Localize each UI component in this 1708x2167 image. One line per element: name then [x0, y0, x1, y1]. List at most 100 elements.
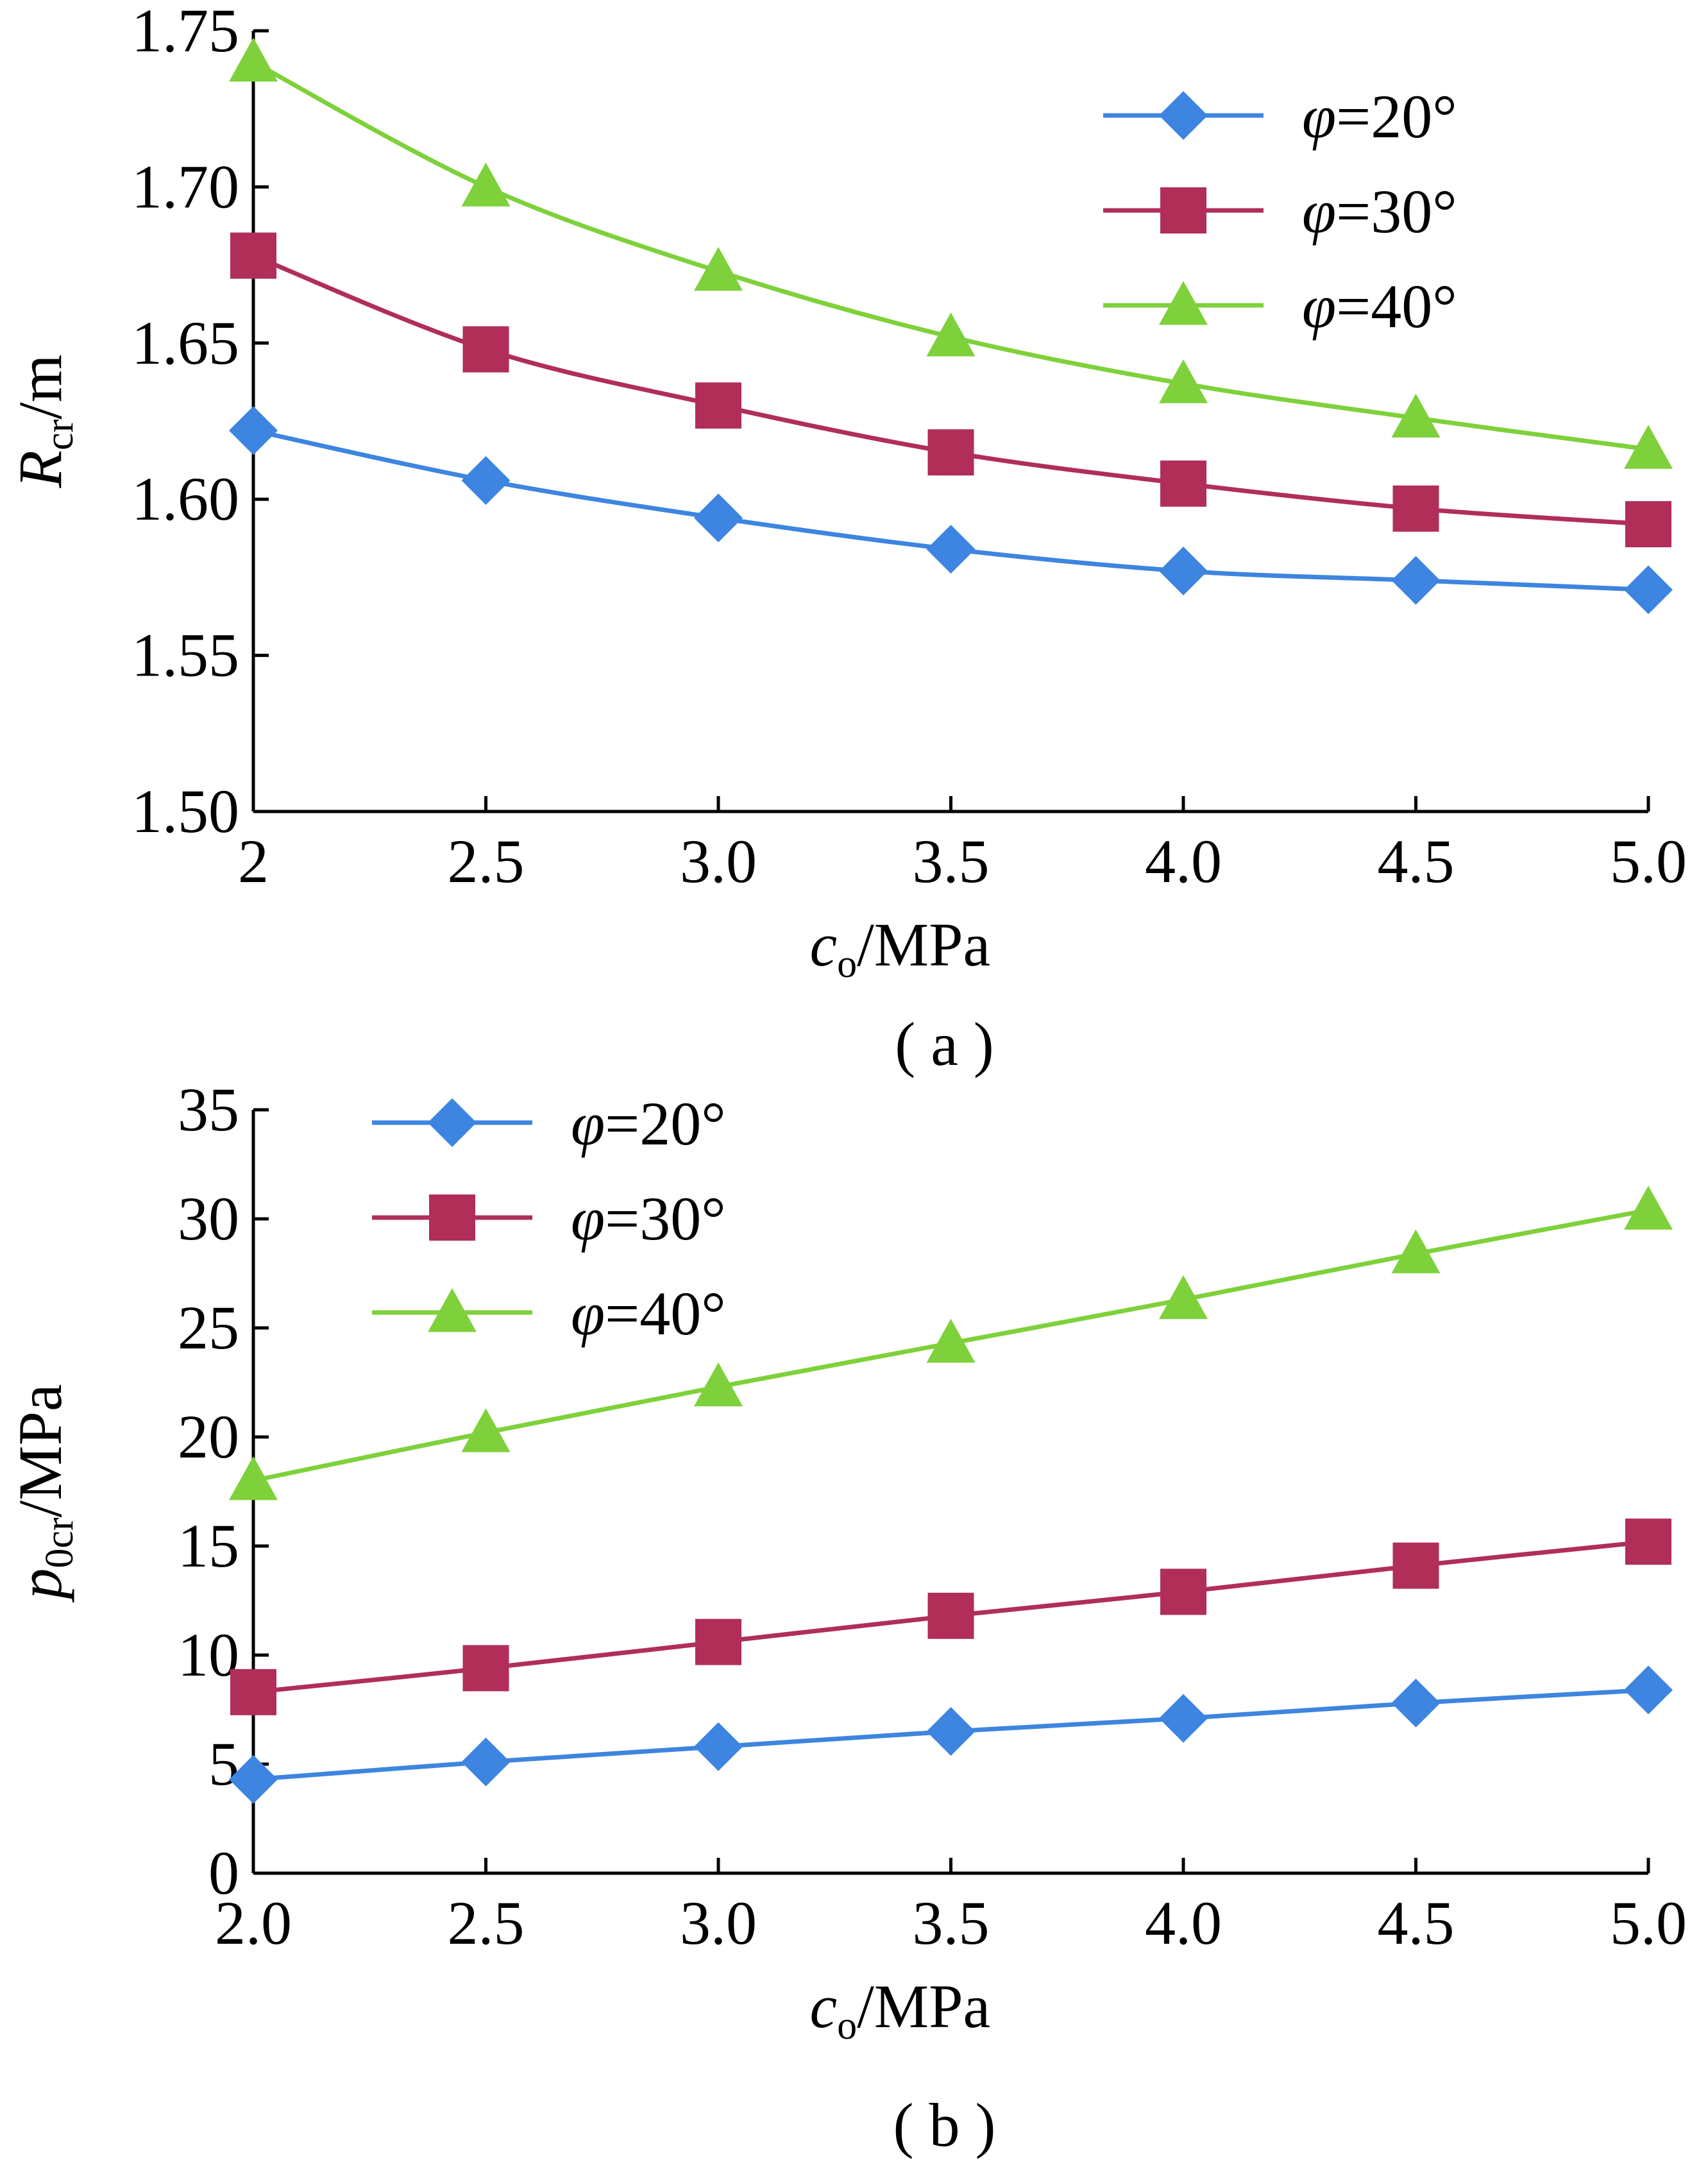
y-tick-label: 30 — [178, 1184, 239, 1253]
x-tick-label: 2 — [238, 827, 269, 896]
data-point-square — [462, 326, 509, 373]
legend-entry: φ=20° — [1103, 82, 1457, 151]
series-square — [230, 232, 1671, 548]
y-tick-label: 1.65 — [131, 309, 239, 377]
x-axis-label-sub: o — [837, 942, 857, 986]
data-point-diamond — [694, 1722, 743, 1771]
legend-label: φ=20° — [1302, 82, 1457, 151]
data-point-diamond — [926, 525, 976, 574]
legend-label: φ=40° — [571, 1279, 726, 1348]
data-point-diamond — [229, 406, 278, 455]
legend-entry: φ=40° — [372, 1279, 726, 1348]
legend-marker-square — [429, 1194, 475, 1241]
data-point-triangle — [926, 1318, 976, 1363]
data-point-diamond — [1391, 1678, 1441, 1728]
y-tick-label: 15 — [178, 1511, 239, 1580]
data-point-triangle — [1391, 393, 1441, 438]
data-point-diamond — [461, 455, 511, 505]
legend-marker-triangle — [428, 1288, 477, 1332]
x-axis-label-main: c — [810, 1972, 838, 2041]
x-axis-label-unit: /MPa — [857, 1972, 990, 2041]
y-axis-label-sub: cr — [38, 419, 81, 450]
x-tick-label: 5.0 — [1610, 1889, 1687, 1957]
chart-panel-a: 1.50 1.55 1.60 1.65 1.70 1.75 2 2.5 3.0 3.5 4.0 4.5… — [6, 0, 1687, 1078]
data-point-diamond — [926, 1707, 976, 1756]
data-point-diamond — [694, 493, 743, 543]
y-tick-label: 1.55 — [131, 621, 239, 690]
y-axis-label-main: R — [6, 450, 74, 489]
data-point-diamond — [1159, 1694, 1208, 1743]
y-axis-label-main: p — [6, 1568, 74, 1603]
legend-entry: φ=40° — [1103, 272, 1457, 341]
data-point-square — [695, 1619, 741, 1665]
x-tick-label: 2.0 — [215, 1889, 292, 1957]
data-point-triangle — [926, 312, 976, 357]
y-tick-label: 1.50 — [131, 777, 239, 846]
data-point-square — [927, 429, 974, 476]
x-tick-label: 2.5 — [448, 1889, 525, 1957]
data-point-square — [1160, 460, 1206, 507]
data-point-square — [1625, 501, 1671, 548]
data-point-square — [1625, 1518, 1671, 1565]
data-point-triangle — [694, 246, 743, 291]
data-point-triangle — [1159, 359, 1208, 404]
panel-label: ( b ) — [893, 2091, 996, 2159]
data-point-square — [1392, 485, 1439, 532]
data-point-diamond — [461, 1737, 511, 1787]
data-point-triangle — [1159, 1275, 1208, 1320]
x-tick-label: 3.5 — [913, 1889, 990, 1957]
data-point-diamond — [1159, 547, 1208, 596]
legend-label-value: =20° — [1336, 82, 1457, 151]
y-tick-label: 0 — [208, 1839, 239, 1907]
x-tick-label: 2.5 — [448, 827, 525, 896]
data-point-triangle — [229, 37, 278, 82]
x-tick-label: 3.0 — [680, 1889, 757, 1957]
data-point-triangle — [1624, 1185, 1673, 1230]
legend-label-symbol: φ — [1302, 82, 1336, 151]
y-axis-label-sub: 0cr — [38, 1517, 81, 1568]
legend-marker-diamond — [1159, 91, 1208, 140]
x-axis-label-main: c — [810, 910, 838, 979]
data-point-diamond — [1391, 556, 1441, 605]
y-tick-label: 10 — [178, 1620, 239, 1689]
series-triangle — [229, 1185, 1673, 1500]
legend-label-symbol: φ — [1302, 177, 1336, 246]
legend-label-value: =40° — [605, 1279, 726, 1348]
legend-label: φ=30° — [571, 1184, 726, 1253]
x-tick-label: 3.5 — [913, 827, 990, 896]
data-point-triangle — [461, 162, 511, 207]
y-tick-label: 1.75 — [131, 0, 239, 65]
data-point-square — [230, 232, 276, 279]
legend-label-symbol: φ — [1302, 272, 1336, 341]
legend-entry: φ=30° — [372, 1184, 726, 1253]
y-axis-label-unit: /MPa — [6, 1384, 74, 1517]
data-point-diamond — [1624, 1665, 1673, 1715]
series-diamond — [229, 406, 1673, 615]
legend-label-value: =20° — [605, 1089, 726, 1158]
legend-label: φ=30° — [1302, 177, 1457, 246]
x-tick-label: 4.5 — [1378, 1889, 1455, 1957]
data-point-square — [1160, 1568, 1206, 1615]
legend-label: φ=20° — [571, 1089, 726, 1158]
legend-label-symbol: φ — [571, 1184, 605, 1253]
y-tick-label: 5 — [208, 1729, 239, 1798]
series-triangle — [229, 37, 1673, 469]
y-tick-label: 35 — [178, 1075, 239, 1144]
data-point-square — [927, 1592, 974, 1639]
panel-label: ( a ) — [895, 1010, 994, 1078]
y-tick-label: 20 — [178, 1402, 239, 1471]
y-axis-label: Rcr/m — [6, 354, 81, 488]
legend-marker-triangle — [1159, 281, 1208, 325]
y-axis-label: p0cr/MPa — [6, 1384, 81, 1602]
legend-marker-diamond — [428, 1098, 477, 1147]
y-axis-label-unit: /m — [6, 354, 74, 419]
y-tick-label: 1.60 — [131, 464, 239, 533]
legend-entry: φ=30° — [1103, 177, 1457, 246]
x-axis-label: co/MPa — [810, 910, 991, 986]
data-point-diamond — [229, 1755, 278, 1804]
y-tick-label: 25 — [178, 1293, 239, 1362]
data-point-square — [462, 1645, 509, 1692]
data-point-square — [695, 382, 741, 429]
x-axis-label: co/MPa — [810, 1972, 991, 2048]
